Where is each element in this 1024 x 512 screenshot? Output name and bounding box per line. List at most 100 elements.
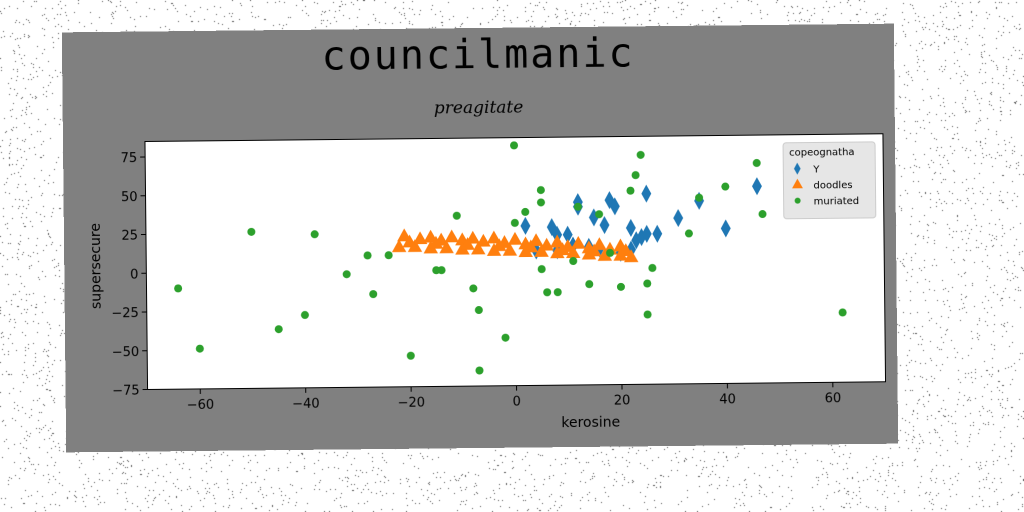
data-point-muriated xyxy=(510,141,519,150)
data-point-y xyxy=(609,197,620,216)
data-point-muriated xyxy=(616,282,625,291)
data-point-muriated xyxy=(342,270,351,279)
y-tick-label: −25 xyxy=(111,306,139,321)
data-point-muriated xyxy=(595,210,604,219)
legend-label-y: Y xyxy=(812,164,820,175)
data-point-muriated xyxy=(537,265,546,274)
chart-figure: councilmanic preagitate −60 −40 −20 0 20 40 60… xyxy=(61,23,899,453)
data-point-muriated xyxy=(369,290,378,299)
data-point-y xyxy=(673,209,684,228)
y-axis-label: supersecure xyxy=(88,223,105,309)
data-point-muriated xyxy=(195,344,204,353)
data-point-muriated xyxy=(363,251,372,260)
data-point-y xyxy=(631,231,642,250)
data-point-muriated xyxy=(474,306,483,315)
x-tick-label: 40 xyxy=(719,392,736,407)
y-tick-label: −50 xyxy=(112,345,140,360)
data-point-muriated xyxy=(452,211,461,220)
data-point-muriated xyxy=(536,186,545,195)
legend-marker-doodles xyxy=(792,178,803,189)
data-point-doodles xyxy=(550,234,565,248)
data-point-muriated xyxy=(510,218,519,227)
x-tick-label: 60 xyxy=(825,391,842,406)
data-point-y xyxy=(752,177,762,196)
data-point-muriated xyxy=(310,230,319,239)
legend-label-muriated: muriated xyxy=(814,196,860,207)
data-point-doodles xyxy=(412,231,428,245)
data-point-y xyxy=(625,218,636,237)
data-point-muriated xyxy=(752,158,761,167)
data-point-doodles xyxy=(587,243,602,257)
data-point-muriated xyxy=(626,186,635,195)
data-point-muriated xyxy=(643,310,652,319)
data-point-muriated xyxy=(501,333,510,342)
legend-box xyxy=(782,141,877,220)
data-point-doodles xyxy=(507,231,523,245)
data-point-doodles xyxy=(555,242,570,256)
data-point-muriated xyxy=(643,279,652,288)
data-point-muriated xyxy=(437,266,446,275)
data-point-muriated xyxy=(721,182,730,191)
x-tick-label: 0 xyxy=(513,395,521,410)
legend-label-doodles: doodles xyxy=(813,180,852,191)
data-point-muriated xyxy=(573,202,582,211)
data-point-doodles xyxy=(502,242,518,256)
data-point-doodles xyxy=(471,241,486,255)
data-point-muriated xyxy=(384,251,393,260)
plot-area xyxy=(144,133,887,390)
data-point-muriated xyxy=(174,284,183,293)
data-point-muriated xyxy=(758,210,767,219)
data-point-doodles xyxy=(402,234,417,248)
data-point-doodles xyxy=(444,229,459,243)
data-point-y xyxy=(720,219,731,238)
y-tick-label: 75 xyxy=(121,151,138,166)
data-point-y xyxy=(599,216,610,235)
data-point-muriated xyxy=(585,280,594,289)
data-point-y xyxy=(636,228,647,247)
data-point-muriated xyxy=(274,325,283,334)
data-point-doodles xyxy=(571,235,586,249)
data-point-muriated xyxy=(569,257,578,266)
x-tick-label: −40 xyxy=(292,397,320,412)
data-point-doodles xyxy=(428,235,444,249)
data-point-doodles xyxy=(613,247,628,261)
y-tick-label: 25 xyxy=(121,229,138,244)
data-point-muriated xyxy=(536,198,545,207)
x-tick-label: −60 xyxy=(187,398,215,413)
data-point-y xyxy=(641,224,652,243)
y-tick-label: 50 xyxy=(121,190,138,205)
legend-marker-y xyxy=(793,162,801,175)
data-point-doodles xyxy=(523,239,539,253)
data-point-muriated xyxy=(475,366,484,375)
y-tick-label: −75 xyxy=(112,384,140,399)
x-tick-label: 20 xyxy=(614,393,631,408)
x-axis-label: kerosine xyxy=(561,415,620,432)
data-point-doodles xyxy=(391,239,407,253)
data-point-y xyxy=(588,208,599,227)
data-point-muriated xyxy=(695,193,704,202)
x-tick-label: −20 xyxy=(398,396,426,411)
data-point-muriated xyxy=(521,207,530,216)
data-point-y xyxy=(641,184,652,203)
legend-marker-muriated xyxy=(794,197,801,204)
data-point-doodles xyxy=(597,248,613,261)
data-point-doodles xyxy=(534,244,549,257)
data-point-muriated xyxy=(300,310,309,319)
legend-title: copeognatha xyxy=(789,147,855,159)
data-point-muriated xyxy=(543,288,552,297)
data-point-y xyxy=(520,216,531,235)
y-tick-label: 0 xyxy=(130,267,138,282)
data-point-muriated xyxy=(553,288,562,297)
data-point-doodles xyxy=(486,230,502,244)
scatter-chart: −60 −40 −20 0 20 40 60 −75 −50 −25 0 25 50 75 kerosine… xyxy=(88,133,887,432)
data-point-muriated xyxy=(648,263,657,272)
data-point-y xyxy=(562,225,573,244)
data-point-doodles xyxy=(492,238,507,252)
data-point-muriated xyxy=(684,229,693,238)
data-point-y xyxy=(652,224,663,243)
data-point-muriated xyxy=(606,248,615,257)
data-point-muriated xyxy=(469,284,478,293)
data-point-doodles xyxy=(624,249,639,263)
data-point-muriated xyxy=(406,351,415,360)
data-point-doodles xyxy=(460,237,475,250)
